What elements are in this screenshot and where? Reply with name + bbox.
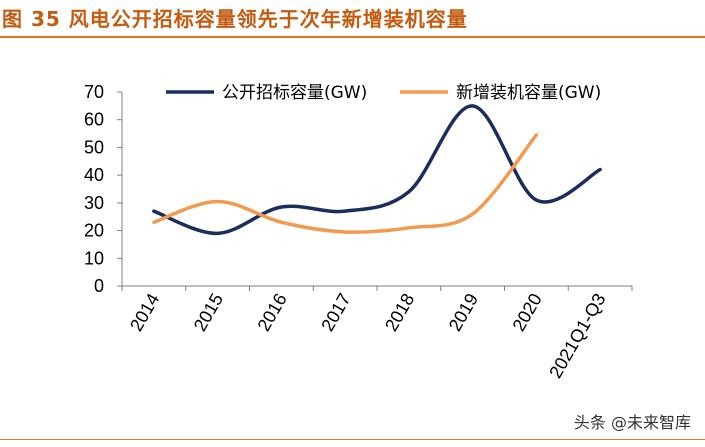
x-axis-ticks: 2014 2015 2016 2017 2018 2019 2020 2021Q1-Q3 <box>121 286 633 381</box>
y-tick-label: 10 <box>84 248 104 268</box>
figure-title: 图 35 风电公开招标容量领先于次年新增装机容量 <box>2 7 468 31</box>
legend-label: 新增装机容量(GW) <box>456 83 601 103</box>
watermark: 头条 @未来智库 <box>573 413 691 432</box>
bottom-rule <box>0 439 705 440</box>
x-tick-label: 2016 <box>253 290 290 335</box>
series-lines <box>152 104 602 236</box>
y-tick-label: 40 <box>84 165 104 185</box>
series-line-installed <box>152 133 539 234</box>
y-tick-label: 20 <box>84 221 104 241</box>
chart-axes <box>121 92 632 287</box>
x-tick-label: 2019 <box>445 290 482 335</box>
y-axis-ticks: 0 10 20 30 40 50 60 70 <box>84 82 122 296</box>
x-tick-label: 2021Q1-Q3 <box>545 290 609 381</box>
y-tick-label: 0 <box>94 276 104 296</box>
x-tick-label: 2015 <box>190 290 227 335</box>
y-tick-label: 30 <box>84 193 104 213</box>
x-tick-label: 2018 <box>381 290 418 335</box>
x-tick-label: 2017 <box>317 290 354 335</box>
legend-label: 公开招标容量(GW) <box>222 83 367 103</box>
x-tick-label: 2020 <box>508 290 545 335</box>
title-rule <box>0 36 705 38</box>
x-tick-label: 2014 <box>126 290 163 335</box>
y-tick-label: 50 <box>84 137 104 157</box>
chart-legend: 公开招标容量(GW) 新增装机容量(GW) <box>166 83 601 103</box>
y-tick-label: 70 <box>84 82 104 102</box>
y-tick-label: 60 <box>84 110 104 130</box>
series-line-bidding <box>152 104 602 236</box>
